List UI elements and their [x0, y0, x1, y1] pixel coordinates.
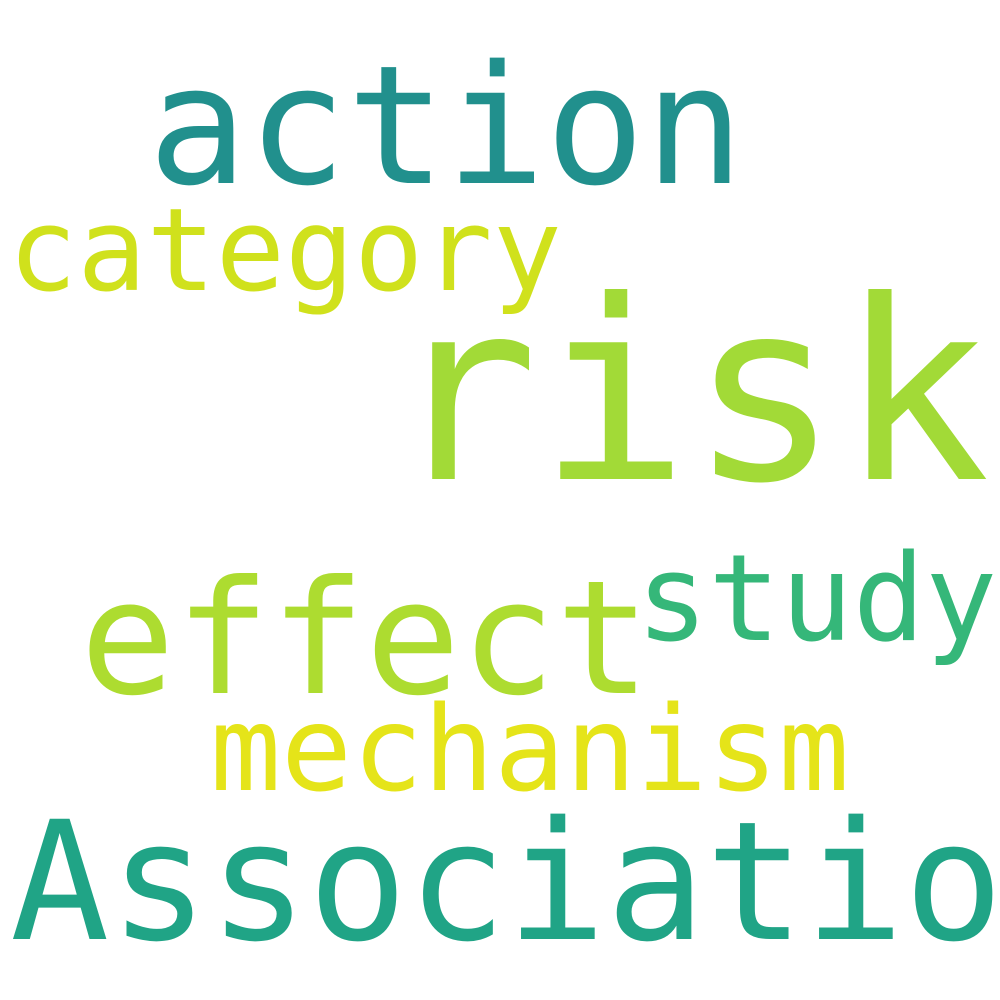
word-association: Association [10, 786, 1000, 978]
word-effect: effect [80, 547, 651, 731]
word-category: category [8, 184, 562, 318]
word-risk: risk [388, 247, 991, 538]
word-action: action [148, 30, 745, 222]
word-study: study [636, 530, 998, 669]
word-mechanism: mechanism [210, 680, 850, 818]
